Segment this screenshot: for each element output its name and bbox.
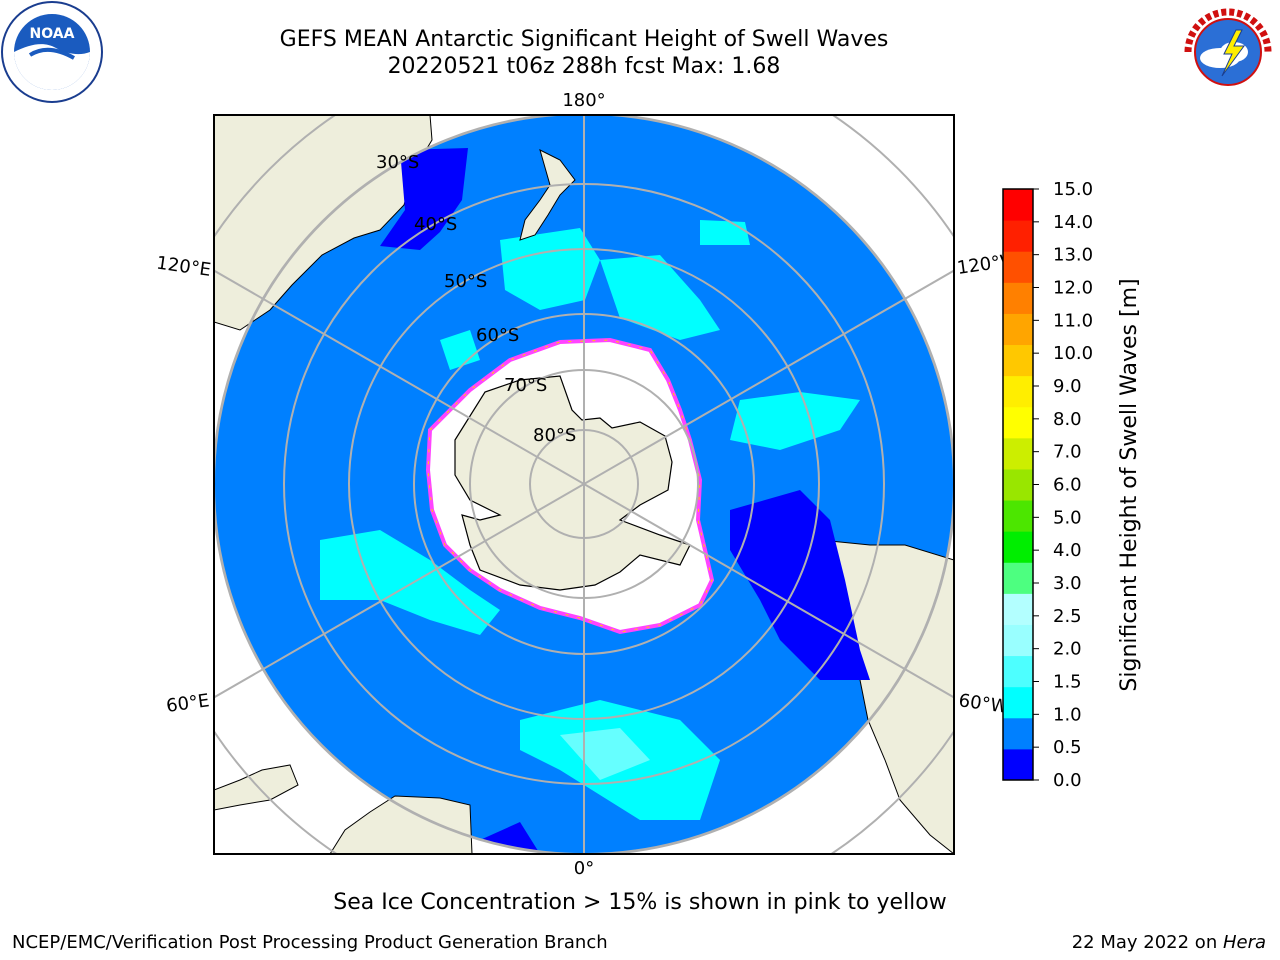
- colorbar-ticks: 0.0 0.5 1.0 1.5 2.0 2.5 3.0 4.0 5.0 6.0 7.0 8.0 9.0 1…: [1033, 179, 1093, 791]
- lat-label-30s: 30°S: [376, 152, 419, 173]
- colorbar-tick-label: 4.0: [1053, 540, 1082, 561]
- swell-patch-2: [600, 255, 720, 340]
- colorbar-segment: [1003, 437, 1033, 470]
- lon-label-180: 180°: [562, 90, 605, 111]
- colorbar-tick-label: 0.0: [1053, 770, 1082, 791]
- lat-label-80s: 80°S: [533, 425, 576, 446]
- colorbar-tick-label: 5.0: [1053, 507, 1082, 528]
- colorbar-segment: [1003, 406, 1033, 439]
- colorbar-title: Significant Height of Swell Waves [m]: [1117, 278, 1142, 692]
- colorbar-segment: [1003, 655, 1033, 688]
- graticule: [214, 115, 954, 854]
- colorbar-segment: [1003, 282, 1033, 314]
- colorbar-tick-label: 7.0: [1053, 442, 1082, 463]
- low-swell-drake: [730, 490, 870, 680]
- colorbar-segment: [1003, 748, 1033, 781]
- swell-patch-4: [560, 728, 650, 780]
- lon-label-120e: 120°E: [155, 253, 212, 281]
- lon-label-60w: 60°W: [957, 690, 1009, 718]
- colorbar-segment: [1003, 375, 1033, 408]
- lat-label-50s: 50°S: [444, 271, 487, 292]
- footer-host: Hera: [1222, 932, 1266, 953]
- colorbar-segment: [1003, 593, 1033, 625]
- colorbar-tick-label: 1.5: [1053, 672, 1082, 693]
- land-antarctica: [454, 375, 691, 591]
- colorbar-segment: [1003, 717, 1033, 750]
- swell-patch-6: [730, 392, 860, 450]
- land-new-zealand: [519, 149, 576, 241]
- lon-label-0: 0°: [574, 858, 594, 879]
- lat-label-60s: 60°S: [476, 325, 519, 346]
- colorbar-tick-label: 2.5: [1053, 606, 1082, 627]
- lon-label-60e: 60°E: [165, 690, 211, 717]
- swell-patch-7: [700, 220, 750, 245]
- colorbar-tick-label: 9.0: [1053, 376, 1082, 397]
- colorbar-segment: [1003, 313, 1033, 346]
- lat-label-70s: 70°S: [504, 375, 547, 396]
- colorbar-segment: [1003, 531, 1033, 563]
- colorbar-tick-label: 1.0: [1053, 704, 1082, 725]
- noaa-logo-text: NOAA: [30, 26, 75, 42]
- colorbar-tick-label: 11.0: [1053, 310, 1093, 331]
- lat-label-40s: 40°S: [414, 214, 457, 235]
- colorbar-tick-label: 8.0: [1053, 409, 1082, 430]
- colorbar-tick-label: 14.0: [1053, 212, 1093, 233]
- colorbar-segment: [1003, 220, 1033, 252]
- map-frame: [213, 114, 955, 855]
- colorbar-tick-label: 10.0: [1053, 343, 1093, 364]
- land-corner-bl: [214, 764, 299, 811]
- chart-subtitle: 20220521 t06z 288h fcst Max: 1.68: [387, 54, 781, 79]
- low-swell-tasman: [380, 148, 468, 250]
- noaa-logo: NOAA: [1, 1, 103, 103]
- colorbar-segment: [1003, 468, 1033, 501]
- colorbar-segment: [1003, 189, 1033, 221]
- colorbar-tick-label: 12.0: [1053, 278, 1093, 299]
- swell-patch-5: [320, 530, 500, 635]
- colorbar-tick-label: 3.0: [1053, 573, 1082, 594]
- swell-patch-8: [440, 330, 480, 370]
- colorbar-segment: [1003, 500, 1033, 532]
- colorbar-segment: [1003, 624, 1033, 657]
- colorbar: [1002, 188, 1034, 781]
- colorbar-segment: [1003, 562, 1033, 594]
- colorbar-segment: [1003, 686, 1033, 719]
- colorbar-tick-label: 0.5: [1053, 737, 1082, 758]
- colorbar-tick-label: 6.0: [1053, 475, 1082, 496]
- chart-title: GEFS MEAN Antarctic Significant Height o…: [279, 27, 889, 52]
- footer-date: 22 May 2022 on Hera: [1072, 932, 1266, 953]
- colorbar-tick-label: 13.0: [1053, 245, 1093, 266]
- colorbar-tick-label: 15.0: [1053, 179, 1093, 200]
- footer-date-text: 22 May 2022 on: [1071, 932, 1223, 953]
- colorbar-segment: [1003, 251, 1033, 283]
- footer-credit: NCEP/EMC/Verification Post Processing Pr…: [12, 932, 608, 953]
- nws-logo: [1180, 4, 1276, 100]
- colorbar-tick-label: 2.0: [1053, 639, 1082, 660]
- colorbar-segment: [1003, 344, 1033, 377]
- sea-ice-note: Sea Ice Concentration > 15% is shown in …: [333, 890, 947, 915]
